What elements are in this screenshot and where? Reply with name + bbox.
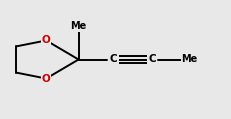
Text: C: C [149,55,156,64]
Text: Me: Me [181,55,198,64]
Text: Me: Me [70,21,87,31]
Text: O: O [42,35,51,45]
Text: C: C [109,55,117,64]
Text: O: O [42,74,51,84]
